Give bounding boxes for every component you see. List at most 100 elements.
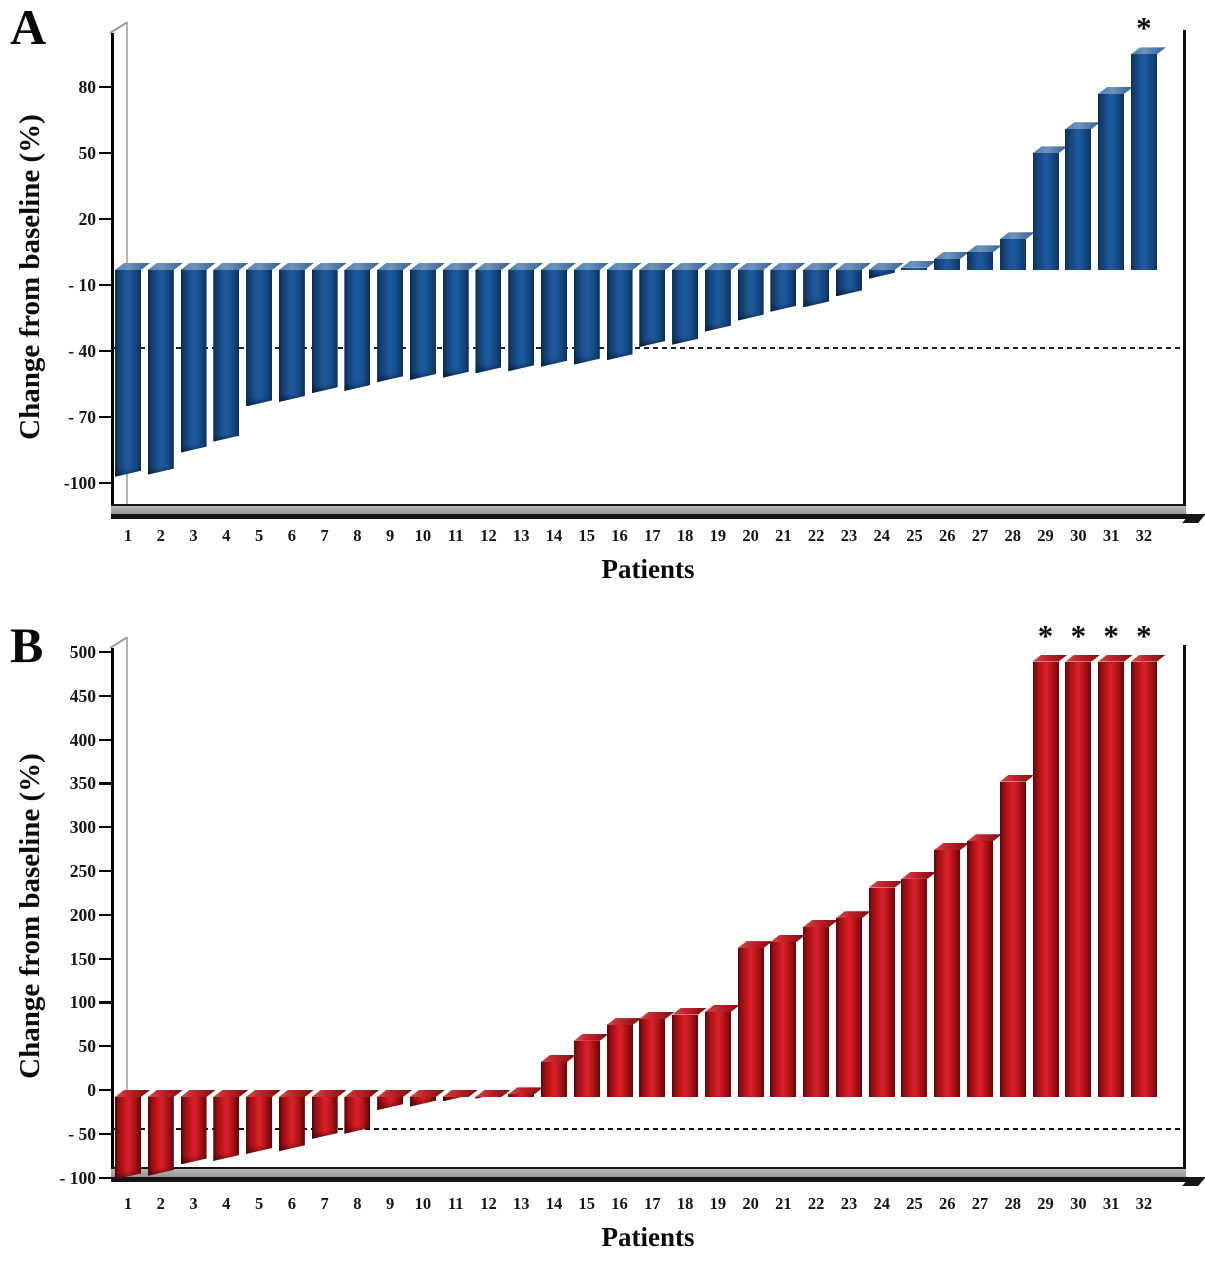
bar-top-cap [312, 263, 347, 270]
y-tick-label: 200 [69, 904, 96, 925]
bar-top-cap [1000, 232, 1035, 239]
y-tick-mark [99, 913, 112, 916]
y-tick-mark [99, 482, 112, 485]
bar [738, 270, 764, 321]
x-tick-label: 6 [287, 1194, 296, 1213]
y-tick-label: 80 [78, 77, 97, 97]
x-tick-label: 32 [1135, 526, 1153, 545]
x-tick-label: 13 [512, 526, 530, 545]
bar-top-cap [508, 263, 543, 270]
x-tick-label: 4 [222, 526, 231, 545]
bar [246, 1097, 272, 1154]
x-tick-label: 15 [578, 526, 596, 545]
bar [639, 1019, 666, 1097]
y-tick-label: 400 [69, 729, 96, 750]
bar [312, 1097, 338, 1139]
bar [868, 887, 895, 1097]
bar-top-cap [1000, 775, 1035, 782]
bar [1065, 129, 1092, 270]
x-tick-label: 8 [353, 1194, 362, 1213]
panel-label-b: B [10, 617, 44, 673]
bar-top-cap [967, 245, 1002, 252]
bar [443, 1097, 469, 1101]
bar-top-cap [410, 1090, 445, 1097]
x-tick-label: 2 [156, 526, 165, 545]
bar [999, 239, 1026, 270]
x-tick-label: 16 [611, 526, 628, 545]
bar [508, 270, 534, 371]
bar [573, 1040, 600, 1097]
x-tick-label: 6 [287, 526, 296, 545]
y-tick-mark [99, 1045, 112, 1048]
bar [115, 270, 141, 477]
x-tick-label: 12 [480, 1194, 497, 1213]
y-tick-label: 50 [78, 1036, 97, 1057]
bar-top-cap [181, 263, 216, 270]
y-tick-mark [99, 738, 112, 741]
bar [770, 941, 797, 1097]
bar [770, 270, 796, 312]
x-tick-label: 20 [742, 1194, 759, 1213]
bar-top-cap [901, 261, 936, 268]
bar-top-cap [1065, 122, 1100, 129]
bar [377, 270, 403, 382]
y-tick-mark [99, 218, 112, 221]
panel-B: B Change from baseline (%) 500 450 400 350 3… [0, 618, 1205, 1266]
x-axis-title-b: Patients [601, 1222, 695, 1252]
bar [704, 1012, 731, 1097]
bar [1032, 153, 1059, 270]
x-tick-label: 11 [447, 1194, 464, 1213]
x-tick-label: 26 [939, 526, 956, 545]
x-tick-label: 16 [611, 1194, 628, 1213]
x-tick-label: 29 [1037, 526, 1054, 545]
y-axis-line [111, 648, 114, 1181]
x-tick-label: 32 [1135, 1194, 1153, 1213]
y-tick-mark [99, 957, 112, 960]
bar [836, 270, 862, 296]
bar-top-cap [869, 881, 904, 888]
y-tick-mark [99, 86, 112, 89]
bar [934, 259, 961, 270]
bar [213, 270, 239, 442]
bar-top-cap [115, 1090, 150, 1097]
y-tick-label: 20 [78, 209, 97, 229]
x-tick-label: 19 [709, 526, 727, 545]
bar-top-cap [1098, 655, 1133, 662]
bar-top-cap [443, 263, 478, 270]
y-tick-label: - 50 [68, 1123, 96, 1144]
bar-top-cap [475, 263, 510, 270]
x-tick-label: 9 [386, 1194, 395, 1213]
x-tick-label: 12 [480, 526, 497, 545]
bar-top-cap [803, 920, 838, 927]
x-tick-label: 13 [512, 1194, 530, 1213]
x-tick-label: 10 [414, 526, 432, 545]
floor [111, 1167, 1186, 1179]
y-tick-label: 250 [69, 861, 96, 881]
y-tick-label: -100 [63, 473, 96, 493]
bar [148, 270, 174, 475]
axis-wall-connector [109, 636, 128, 649]
bar-top-cap [607, 1018, 642, 1025]
bar [574, 270, 600, 365]
bar [869, 270, 895, 279]
x-tick-label: 24 [873, 526, 890, 545]
x-tick-label: 14 [545, 1194, 563, 1213]
x-tick-label: 31 [1102, 526, 1120, 545]
bar-top-cap [246, 1090, 281, 1097]
bar-top-cap [1131, 47, 1166, 54]
x-tick-label: 30 [1070, 1194, 1087, 1213]
y-tick-label: 350 [69, 773, 96, 794]
bar-top-cap [508, 1087, 543, 1094]
x-tick-label: 31 [1102, 1194, 1120, 1213]
bar-top-cap [705, 263, 740, 270]
bar-top-cap [213, 1090, 248, 1097]
bar-top-cap [410, 263, 445, 270]
y-tick-mark [99, 1089, 112, 1092]
bar-top-cap [213, 263, 248, 270]
x-tick-label: 15 [578, 1194, 596, 1213]
bar-top-cap [279, 263, 314, 270]
bar-top-cap [181, 1090, 216, 1097]
x-tick-label: 30 [1070, 526, 1087, 545]
bar [606, 1025, 633, 1097]
